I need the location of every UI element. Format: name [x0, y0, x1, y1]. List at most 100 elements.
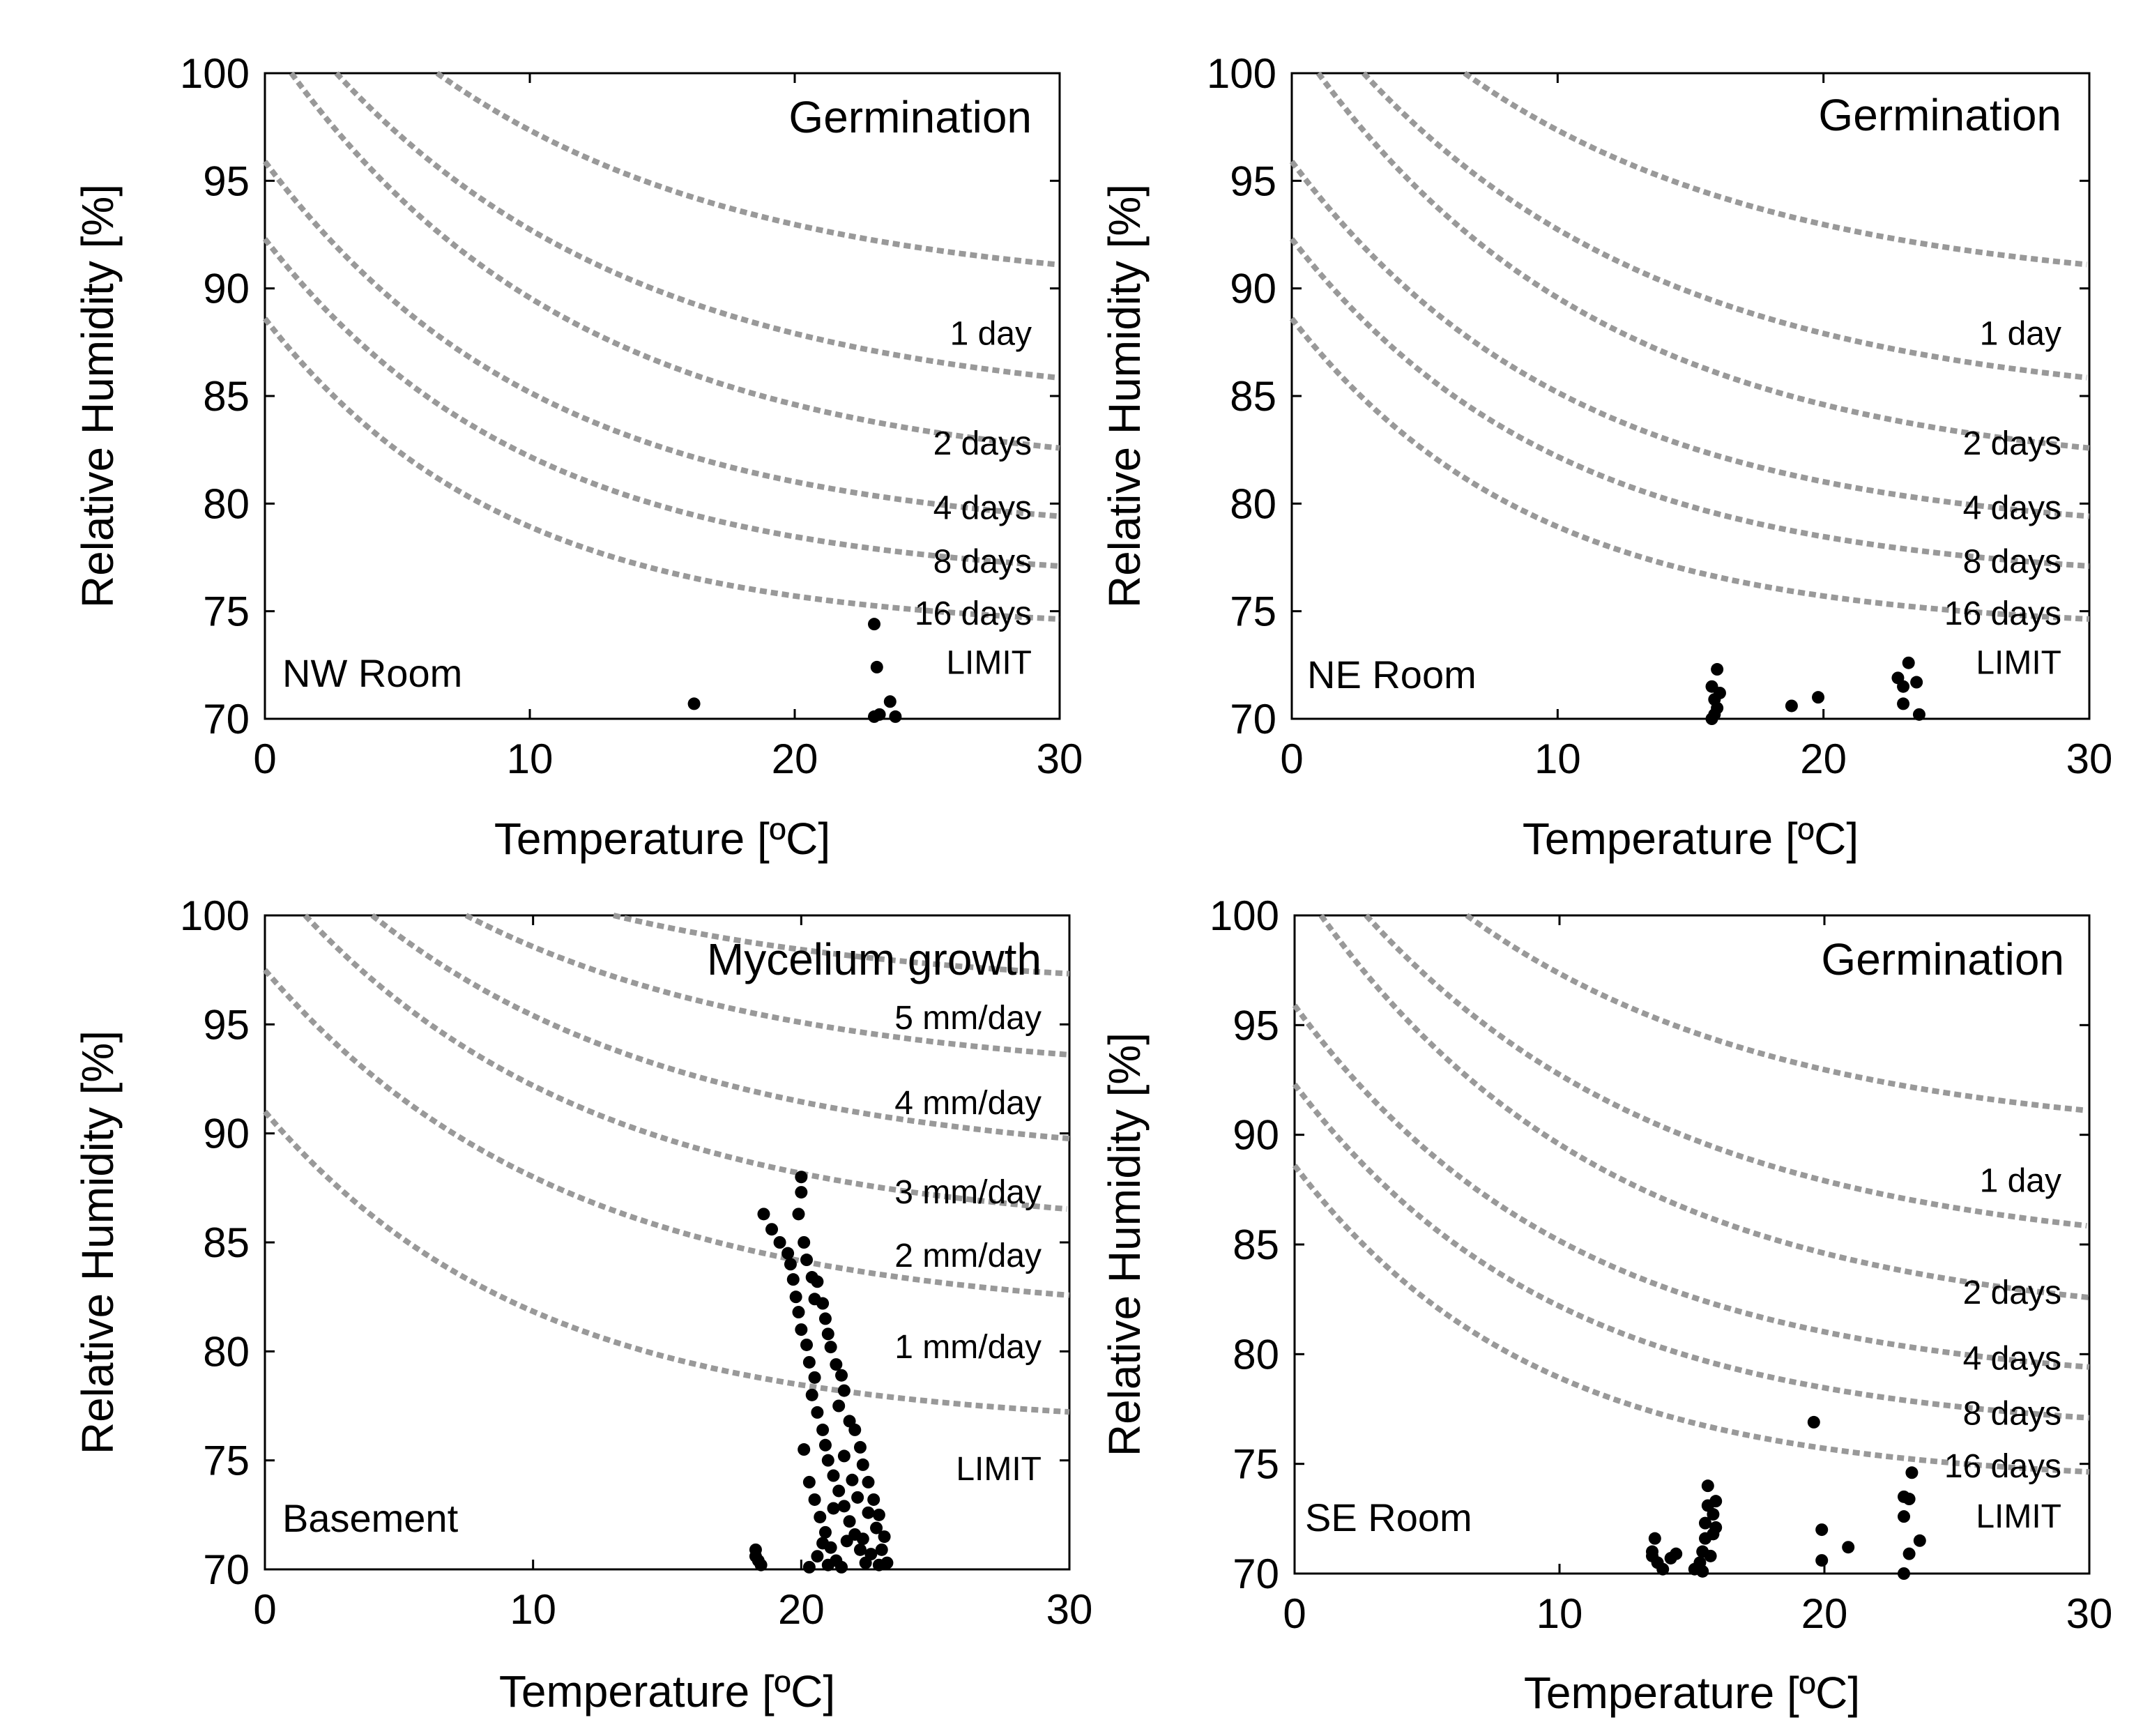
y-tick-label: 70 [203, 696, 250, 743]
data-point [1704, 1549, 1717, 1562]
data-point [795, 1323, 808, 1337]
isopleth-curve [1315, 71, 2090, 451]
data-point [835, 1560, 848, 1574]
isopleth-label: 4 mm/day [894, 1085, 1042, 1122]
data-point [1898, 1510, 1910, 1523]
isopleth-curve [262, 968, 1070, 1298]
isopleth-label: 2 days [1963, 1274, 2061, 1311]
data-point [816, 1537, 830, 1550]
data-point [821, 1454, 834, 1467]
isopleth-label: 2 days [1963, 425, 2061, 462]
y-tick-labels: 70 75 80 85 90 95 100 [1210, 892, 1279, 1597]
x-tick-label: 20 [1801, 1590, 1848, 1637]
data-points [1646, 1415, 1926, 1580]
data-point [1812, 691, 1825, 704]
y-tick-labels: 70 75 80 85 90 95 100 [1207, 50, 1276, 743]
y-tick-label: 90 [203, 1111, 250, 1157]
y-tick-label: 90 [203, 266, 250, 312]
y-tick-label: 80 [1230, 480, 1276, 527]
data-point [802, 1475, 816, 1488]
data-point [856, 1458, 869, 1471]
data-point [798, 1443, 811, 1456]
data-point [1815, 1523, 1829, 1537]
data-point [853, 1440, 867, 1454]
data-point [832, 1399, 846, 1413]
data-point [811, 1550, 824, 1563]
data-point [1648, 1532, 1661, 1545]
panel-se-room: 0 10 20 30 70 75 80 85 90 95 100 1 day 2 days 4 day… [1099, 892, 2112, 1718]
isopleth-label: 8 days [1963, 1395, 2061, 1432]
data-point [1913, 1534, 1926, 1547]
isopleth-curve [262, 1109, 1070, 1415]
isopleth-curve [262, 237, 1060, 569]
y-tick-label: 100 [1210, 892, 1279, 939]
x-axis-label: Temperature [ºC] [499, 1666, 835, 1716]
data-point [1842, 1541, 1855, 1554]
y-tick-label: 80 [203, 480, 250, 527]
x-tick-label: 0 [253, 1586, 276, 1633]
data-point [1705, 713, 1718, 725]
data-point [872, 1508, 885, 1521]
isopleth-label: 4 days [933, 490, 1032, 527]
isopleth-labels: 1 day 2 days 4 days 8 days 16 days LIMIT [915, 315, 1032, 681]
data-point [864, 1548, 878, 1561]
x-tick-label: 30 [1037, 736, 1083, 782]
data-point [1713, 686, 1726, 699]
panel-title: Germination [1818, 90, 2061, 140]
data-point [784, 1258, 797, 1271]
data-point [1701, 1479, 1714, 1493]
data-point [1709, 1521, 1723, 1534]
isopleth-label: 1 day [1980, 315, 2061, 352]
data-point [818, 1438, 832, 1452]
isopleth-curve [464, 913, 1067, 1058]
data-point [1912, 708, 1925, 721]
x-tick-labels: 0 10 20 30 [253, 1586, 1092, 1633]
data-point [1785, 699, 1798, 713]
isopleth-curves [1289, 70, 2090, 622]
data-point [868, 618, 880, 631]
isopleth-curve [1289, 237, 2090, 569]
isopleth-label: 3 mm/day [894, 1174, 1042, 1211]
isopleth-label: 1 mm/day [894, 1329, 1042, 1366]
data-point [873, 708, 886, 721]
data-point [1696, 1564, 1709, 1578]
isopleth-label: 16 days [915, 595, 1032, 632]
isopleth-curve [1364, 913, 2087, 1229]
x-tick-label: 10 [1534, 736, 1581, 782]
data-point [878, 1530, 891, 1544]
data-point [1711, 663, 1724, 676]
y-tick-label: 80 [203, 1328, 250, 1375]
data-point [765, 1223, 779, 1236]
data-point [800, 1338, 814, 1351]
data-point [1897, 697, 1910, 710]
isopleth-label: 16 days [1944, 595, 2061, 632]
isopleth-label: 8 days [933, 544, 1032, 581]
x-tick-labels: 0 10 20 30 [1283, 1590, 2112, 1637]
data-point [889, 710, 902, 723]
isopleth-curve [613, 913, 1070, 977]
tick-marks [264, 72, 1061, 720]
data-point [870, 660, 883, 673]
data-point [1902, 1493, 1916, 1506]
x-tick-label: 0 [253, 736, 276, 782]
isopleth-curve [289, 71, 1060, 451]
data-point [840, 1535, 853, 1548]
y-tick-label: 95 [203, 1001, 250, 1048]
panel-nw-room: 0 10 20 30 70 75 80 85 90 95 100 1 day 2 days 4 day… [73, 50, 1083, 864]
data-points [1705, 656, 1925, 725]
data-point [1670, 1547, 1683, 1560]
data-point [795, 1171, 808, 1184]
y-tick-label: 90 [1230, 266, 1276, 312]
data-point [811, 1275, 824, 1288]
isopleth-curve [370, 913, 1070, 1142]
data-point [781, 1247, 795, 1260]
data-point [1807, 1415, 1820, 1429]
isopleth-labels: 1 day 2 days 4 days 8 days 16 days LIMIT [1944, 1163, 2061, 1535]
isopleth-curve [435, 70, 1058, 268]
data-point [867, 1493, 880, 1506]
isopleth-labels: 1 day 2 days 4 days 8 days 16 days LIMIT [1944, 315, 2061, 681]
x-axis-label: Temperature [ºC] [494, 814, 830, 864]
data-point [1815, 1554, 1829, 1567]
y-tick-label: 85 [1233, 1221, 1279, 1268]
data-point [1646, 1549, 1658, 1562]
